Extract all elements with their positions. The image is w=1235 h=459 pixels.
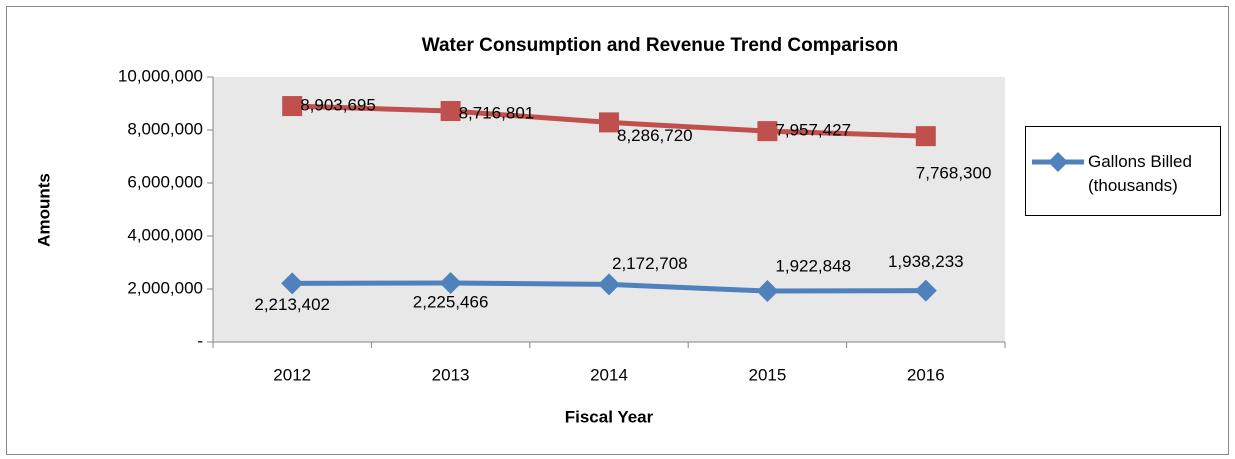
x-tick-label: 2014 bbox=[590, 365, 628, 384]
chart-title: Water Consumption and Revenue Trend Comp… bbox=[422, 35, 898, 56]
marker bbox=[756, 280, 779, 303]
y-tick-label: 6,000,000 bbox=[127, 172, 203, 191]
data-label: 8,286,720 bbox=[617, 126, 693, 145]
data-label: 2,172,708 bbox=[612, 254, 688, 273]
y-tick-label: 8,000,000 bbox=[127, 119, 203, 138]
data-label: 7,768,300 bbox=[916, 164, 992, 183]
data-label: 8,716,801 bbox=[459, 103, 535, 122]
y-tick-label: 2,000,000 bbox=[127, 278, 203, 297]
y-tick-label: 10,000,000 bbox=[118, 66, 203, 85]
marker bbox=[440, 101, 461, 122]
legend-label: Gallons Billed (thousands) bbox=[1088, 152, 1192, 195]
y-tick-label: - bbox=[197, 331, 203, 350]
marker bbox=[757, 121, 778, 142]
marker bbox=[1048, 152, 1068, 172]
x-tick-label: 2013 bbox=[432, 365, 470, 384]
marker bbox=[439, 272, 462, 295]
marker bbox=[281, 272, 304, 295]
data-label: 7,957,427 bbox=[775, 121, 851, 140]
data-label: 8,903,695 bbox=[300, 96, 376, 115]
y-axis-label: Amounts bbox=[34, 173, 53, 247]
x-tick-label: 2016 bbox=[907, 365, 945, 384]
y-tick-label: 4,000,000 bbox=[127, 225, 203, 244]
marker bbox=[598, 273, 620, 296]
data-label: 1,938,233 bbox=[888, 252, 964, 271]
x-axis-label: Fiscal Year bbox=[565, 407, 654, 426]
marker bbox=[282, 96, 303, 117]
marker bbox=[914, 279, 937, 302]
marker bbox=[599, 112, 619, 133]
data-label: 2,213,402 bbox=[254, 295, 330, 314]
data-label: 2,225,466 bbox=[413, 293, 489, 312]
x-tick-label: 2015 bbox=[748, 365, 786, 384]
data-label: 1,922,848 bbox=[775, 257, 851, 276]
x-tick-label: 2012 bbox=[273, 365, 311, 384]
marker bbox=[915, 126, 936, 147]
